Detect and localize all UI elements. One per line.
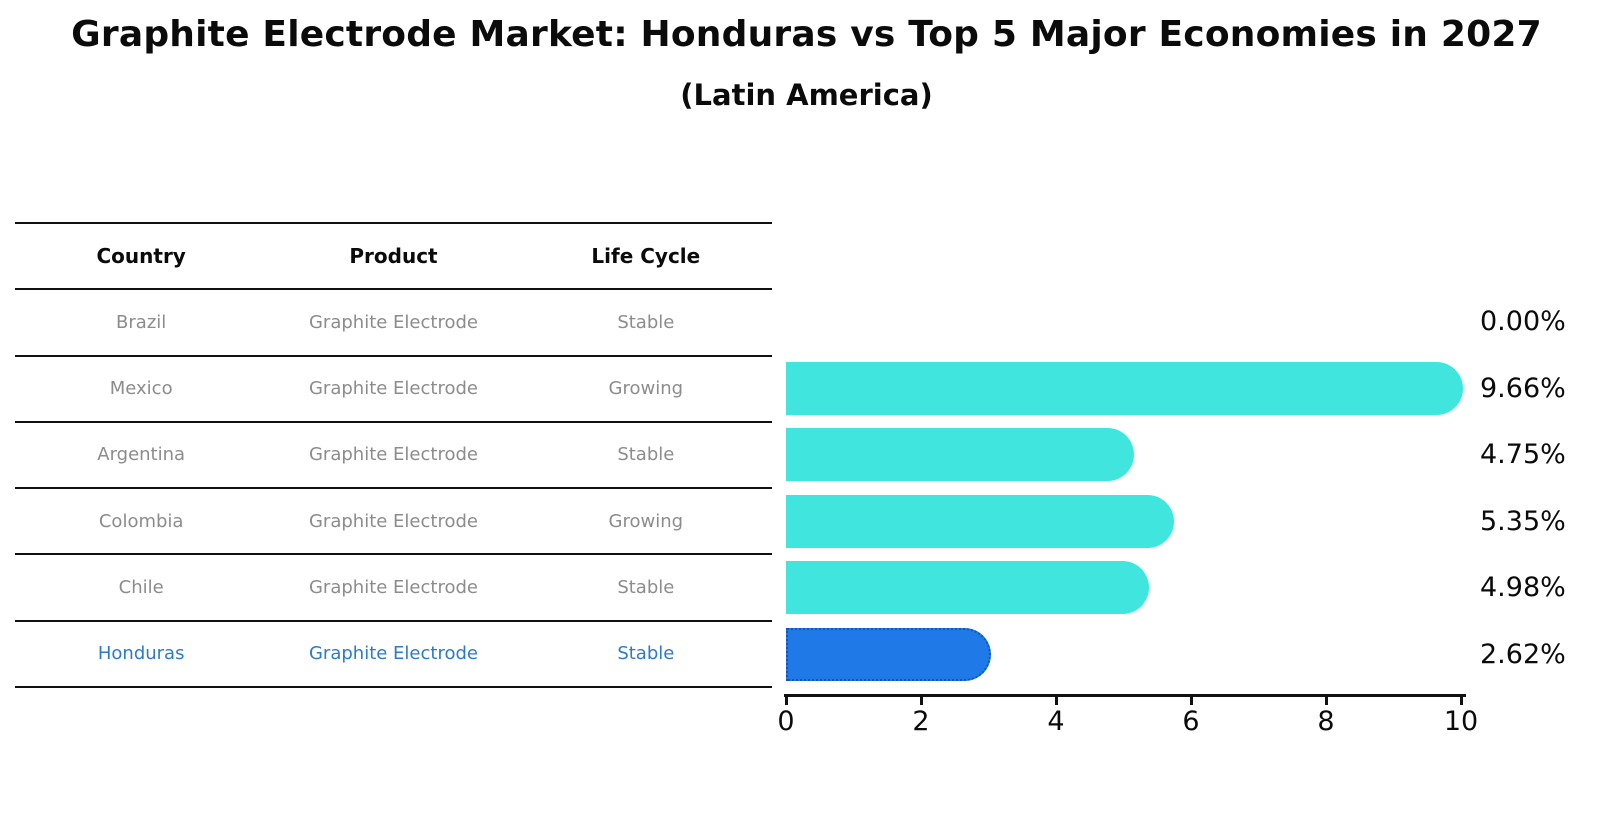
x-tick-label-2: 2 [912, 706, 930, 737]
chart-subtitle: (Latin America) [680, 78, 933, 112]
cell-product: Graphite Electrode [308, 378, 478, 400]
cell-country: Mexico [109, 378, 173, 400]
cell-life-cycle: Stable [617, 577, 675, 599]
x-tick-mark-4 [1054, 696, 1058, 705]
cell-life-cycle: Stable [617, 444, 675, 466]
value-label-colombia: 5.35% [1480, 505, 1566, 537]
cell-country: Argentina [97, 444, 186, 466]
bar-chile [786, 561, 1150, 615]
chart-title: Graphite Electrode Market: Honduras vs T… [71, 14, 1542, 55]
value-label-honduras: 2.62% [1480, 638, 1566, 670]
x-tick-mark-10 [1459, 696, 1463, 705]
x-tick-mark-8 [1324, 696, 1328, 705]
column-header-country: Country [96, 244, 186, 269]
table-row-brazil: Brazil Graphite Electrode Stable [15, 288, 772, 354]
column-header-life-cycle: Life Cycle [591, 244, 701, 269]
table-row-chile: Chile Graphite Electrode Stable [15, 553, 772, 619]
x-tick-mark-6 [1189, 696, 1193, 705]
cell-life-cycle: Growing [608, 378, 684, 400]
value-label-argentina: 4.75% [1480, 439, 1566, 471]
value-label-mexico: 9.66% [1480, 372, 1566, 404]
column-header-product: Product [349, 244, 438, 269]
table-row-argentina: Argentina Graphite Electrode Stable [15, 420, 772, 487]
bar-mexico [786, 361, 1463, 415]
table-row-colombia: Colombia Graphite Electrode Growing [15, 487, 772, 553]
x-axis-line [784, 694, 1466, 697]
bar-colombia [786, 494, 1174, 548]
table-row-honduras: Honduras Graphite Electrode Stable [15, 619, 772, 688]
comparison-table: Country Product Life Cycle Brazil Graphi… [15, 222, 772, 688]
x-tick-mark-2 [919, 696, 923, 705]
cell-product: Graphite Electrode [308, 577, 478, 599]
cell-country: Honduras [97, 643, 185, 665]
cell-life-cycle: Growing [608, 510, 684, 532]
bar-honduras [786, 627, 991, 681]
bar-argentina [786, 428, 1134, 482]
x-tick-label-10: 10 [1443, 706, 1479, 737]
x-tick-label-4: 4 [1047, 706, 1065, 737]
table-row-mexico: Mexico Graphite Electrode Growing [15, 354, 772, 421]
cell-product: Graphite Electrode [308, 643, 478, 665]
cell-country: Brazil [116, 311, 167, 333]
cell-product: Graphite Electrode [308, 444, 478, 466]
cell-product: Graphite Electrode [308, 311, 478, 333]
cell-country: Chile [118, 577, 164, 599]
cell-life-cycle: Stable [617, 311, 675, 333]
x-tick-label-6: 6 [1182, 706, 1200, 737]
cell-country: Colombia [98, 510, 184, 532]
cell-life-cycle: Stable [617, 643, 675, 665]
value-label-brazil: 0.00% [1480, 306, 1566, 338]
x-tick-label-8: 8 [1317, 706, 1335, 737]
x-tick-mark-0 [784, 696, 788, 705]
table-header-row: Country Product Life Cycle [15, 222, 772, 288]
value-label-chile: 4.98% [1480, 572, 1566, 604]
x-tick-label-0: 0 [777, 706, 795, 737]
cell-product: Graphite Electrode [308, 510, 478, 532]
